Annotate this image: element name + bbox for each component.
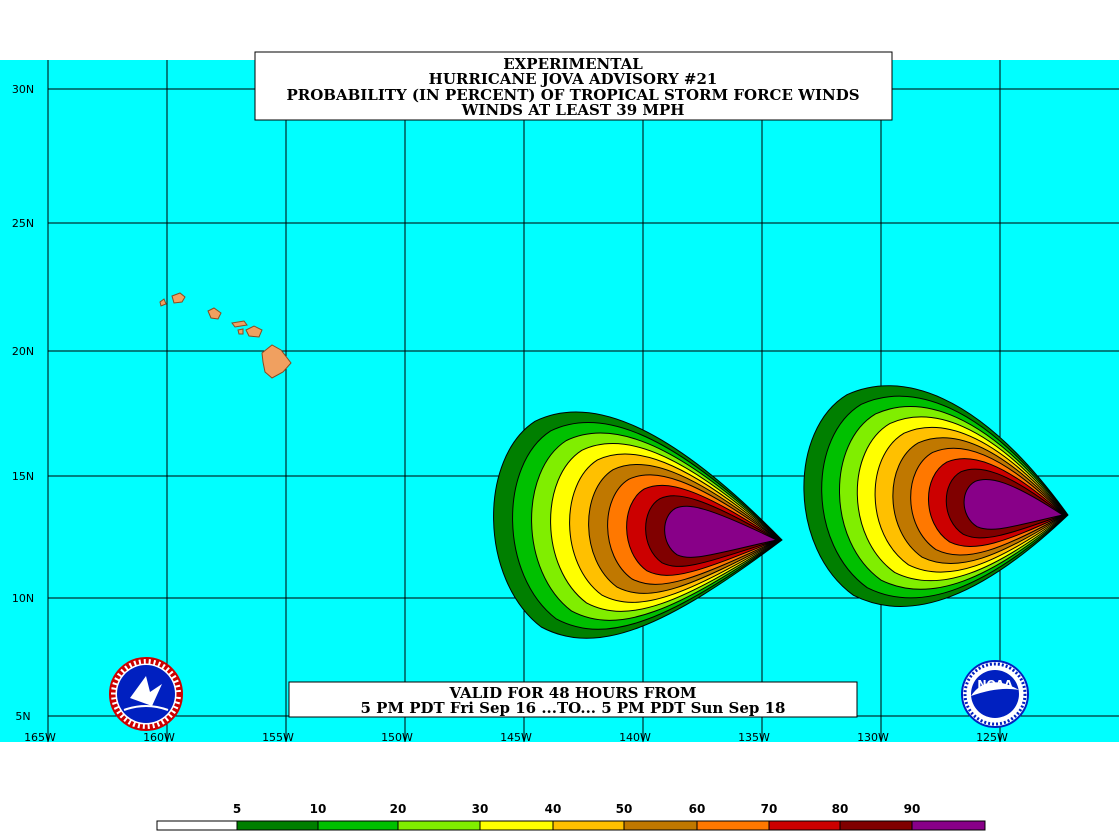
island-molokai [231, 320, 248, 328]
lat-label: 30N [12, 83, 34, 96]
lon-label: 155W [262, 731, 294, 744]
legend-label: 50 [616, 802, 633, 816]
longitude-labels: 165W 160W 155W 150W 145W 140W 135W 130W 125W [24, 731, 1008, 744]
lon-label: 125W [976, 731, 1008, 744]
legend-swatch [552, 820, 625, 831]
probability-contour [963, 478, 1064, 530]
legend-swatch [911, 820, 986, 831]
lon-label: 150W [381, 731, 413, 744]
lon-label: 165W [24, 731, 56, 744]
island-oahu [207, 307, 222, 320]
legend-label: 10 [310, 802, 327, 816]
lon-label: 140W [619, 731, 651, 744]
legend-swatch [236, 820, 319, 831]
lat-label: 20N [12, 345, 34, 358]
legend-swatch [696, 820, 770, 831]
legend-label: 40 [545, 802, 562, 816]
lon-label: 130W [857, 731, 889, 744]
legend-swatch [623, 820, 698, 831]
legend-label: 70 [761, 802, 778, 816]
legend-label: 30 [472, 802, 489, 816]
nws-logo [109, 657, 183, 731]
legend-label: 80 [832, 802, 849, 816]
legend-swatch [479, 820, 554, 831]
legend-swatch [768, 820, 841, 831]
island-kauai [171, 292, 186, 304]
lat-label: 25N [12, 217, 34, 230]
lon-label: 135W [738, 731, 770, 744]
storm-probability-right [803, 385, 1069, 607]
title-box: EXPERIMENTAL HURRICANE JOVA ADVISORY #21… [254, 51, 893, 121]
probability-contour [664, 505, 779, 558]
title-line-3: PROBABILITY (IN PERCENT) OF TROPICAL STO… [286, 86, 859, 104]
legend-swatch [397, 820, 481, 831]
storm-probability-left [493, 411, 783, 639]
hawaiian-islands [159, 292, 292, 379]
island-lanai [237, 328, 244, 335]
legend-label: 90 [904, 802, 921, 816]
legend-label: 60 [689, 802, 706, 816]
island-hawaii [261, 344, 292, 379]
title-line-4: WINDS AT LEAST 39 MPH [461, 101, 685, 119]
svg-text:NOAA: NOAA [977, 678, 1013, 691]
lat-label: 5N [15, 710, 30, 723]
lat-label: 15N [12, 470, 34, 483]
lon-label: 145W [500, 731, 532, 744]
lon-label: 160W [143, 731, 175, 744]
legend-label: 5 [233, 802, 241, 816]
island-niihau [159, 298, 167, 307]
valid-line-2: 5 PM PDT Fri Sep 16 ...TO... 5 PM PDT Su… [361, 699, 786, 717]
legend-swatch [317, 820, 399, 831]
legend-swatch [839, 820, 913, 831]
legend-label: 20 [390, 802, 407, 816]
noaa-logo: NOAA [961, 660, 1029, 728]
title-line-2: HURRICANE JOVA ADVISORY #21 [429, 70, 718, 88]
valid-box: VALID FOR 48 HOURS FROM 5 PM PDT Fri Sep… [288, 681, 858, 718]
probability-legend: 5 10 20 30 40 50 60 70 80 90 [156, 802, 986, 831]
latitude-labels: 30N 25N 20N 15N 10N 5N [12, 83, 34, 723]
island-maui [245, 325, 263, 338]
legend-swatch [156, 820, 238, 831]
valid-line-1: VALID FOR 48 HOURS FROM [448, 684, 696, 702]
title-line-1: EXPERIMENTAL [503, 55, 643, 73]
lat-label: 10N [12, 592, 34, 605]
ocean [0, 60, 1119, 742]
